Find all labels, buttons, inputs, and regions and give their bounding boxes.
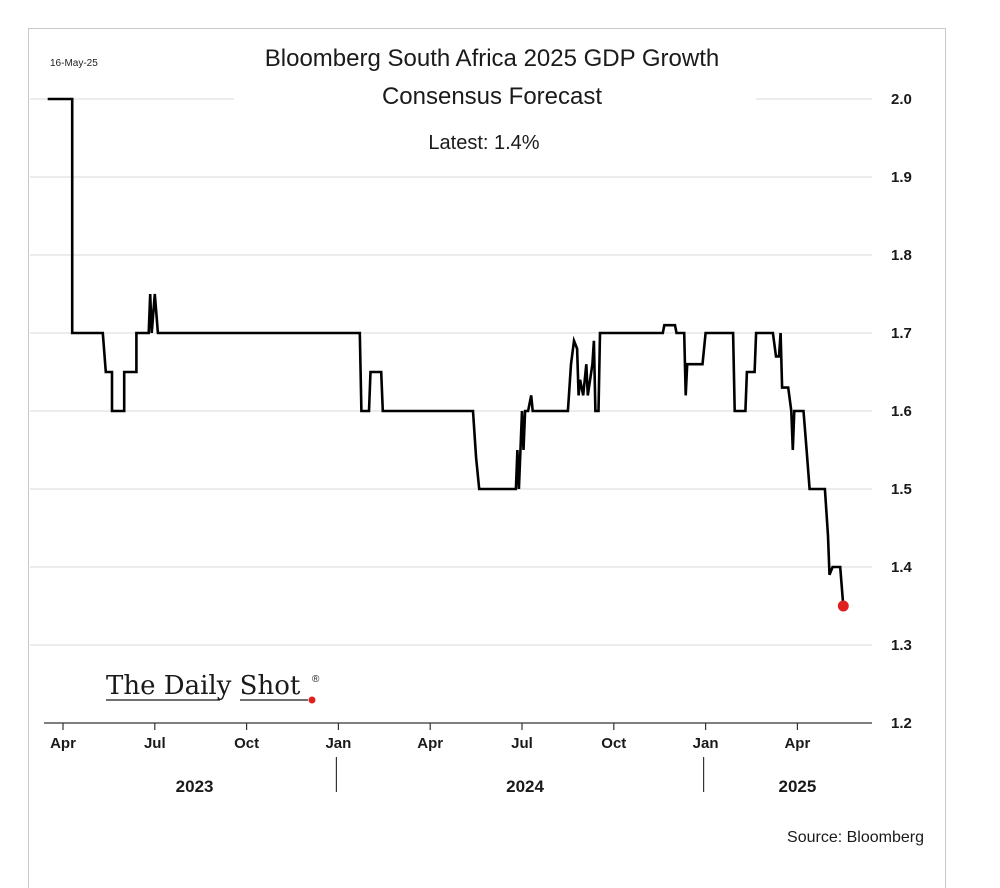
year-labels: 2023 2024 2025 [176,757,816,796]
x-tick-label: Apr [50,735,76,752]
logo-registered-mark: ® [312,674,320,685]
x-tick-label: Jul [511,735,533,752]
series-line [47,97,845,607]
y-tick-label: 1.2 [891,715,912,732]
chart-title: Bloomberg South Africa 2025 GDP Growth [265,45,719,72]
logo: The Daily Shot ® [106,671,320,704]
y-tick-label: 1.6 [891,403,912,420]
y-tick-label: 1.5 [891,481,912,498]
x-tick-label: Jan [693,735,719,752]
x-tick-label: Jul [144,735,166,752]
latest-point-marker [837,600,849,612]
x-tick-label: Oct [601,735,626,752]
x-tick-label: Apr [417,735,443,752]
series-layer [47,97,849,612]
year-label: 2023 [176,777,214,796]
y-axis: 2.0 1.9 1.8 1.7 1.6 1.5 1.4 1.3 1.2 [891,91,913,732]
logo-text: The Daily Shot [106,671,301,701]
y-tick-label: 1.9 [891,169,912,186]
x-axis: Apr Jul Oct Jan Apr Jul Oct Jan Apr [50,723,810,752]
chart-subtitle: Consensus Forecast [382,83,602,110]
x-tick-label: Jan [325,735,351,752]
y-tick-label: 1.4 [891,559,913,576]
chart-frame [28,28,946,888]
source-note: Source: Bloomberg [787,829,924,846]
y-tick-label: 1.7 [891,325,912,342]
y-tick-label: 1.8 [891,247,912,264]
year-label: 2024 [506,777,544,796]
latest-annotation: Latest: 1.4% [428,132,539,154]
date-stamp: 16-May-25 [50,58,98,69]
year-label: 2025 [778,777,816,796]
x-tick-label: Oct [234,735,259,752]
title-mask [234,40,756,158]
y-tick-label: 1.3 [891,637,912,654]
y-tick-label: 2.0 [891,91,912,108]
logo-dot [308,696,316,704]
x-tick-label: Apr [784,735,810,752]
